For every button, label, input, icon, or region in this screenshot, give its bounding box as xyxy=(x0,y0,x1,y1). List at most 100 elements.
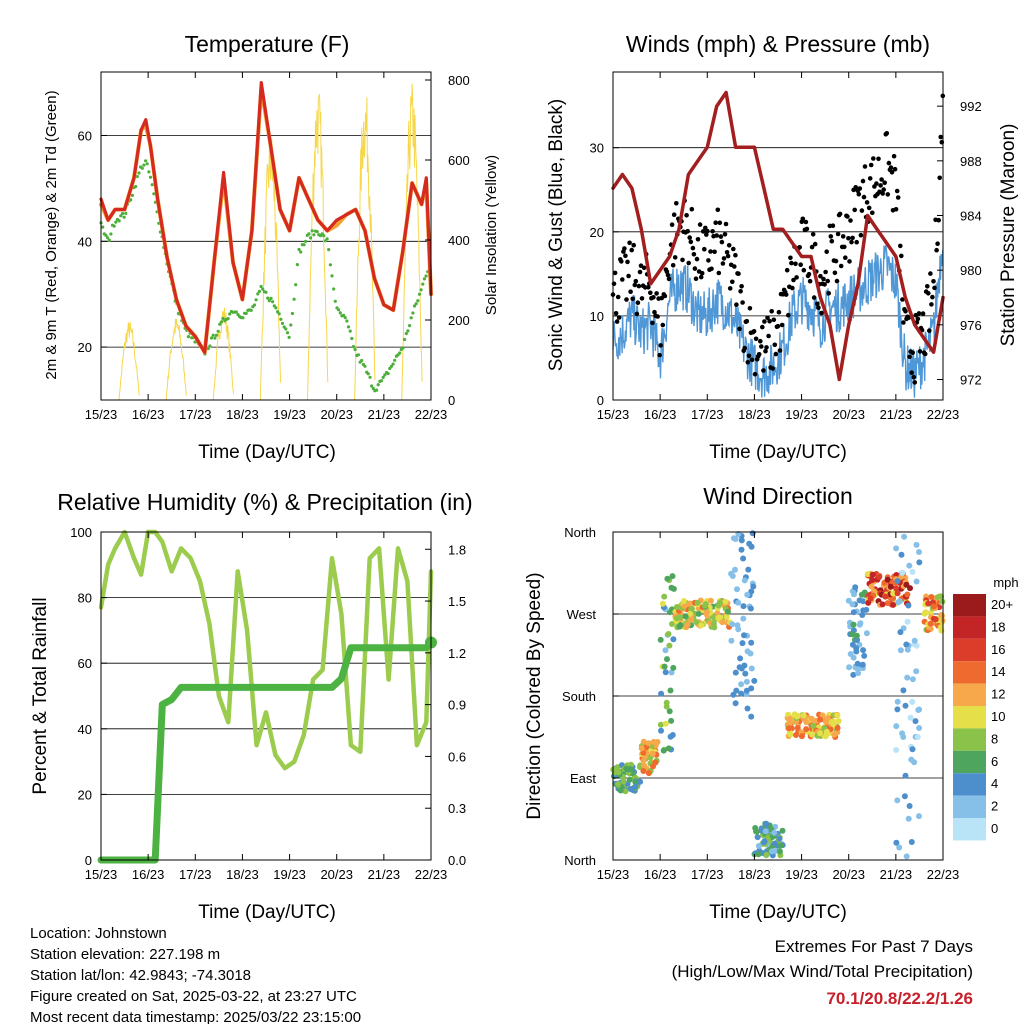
direction-point xyxy=(834,725,841,731)
direction-point xyxy=(890,601,897,608)
gust-point xyxy=(929,302,934,307)
direction-point xyxy=(751,677,758,684)
direction-point xyxy=(683,624,690,631)
direction-point xyxy=(869,571,876,578)
direction-point xyxy=(906,562,913,569)
dewpoint-point xyxy=(241,316,245,320)
humidity-axes: 0 20 40 60 80 100 0.0 0.3 0.6 0.9 1.2 1.5 1.8 15/23 16… xyxy=(70,525,466,882)
direction-point xyxy=(850,609,857,616)
gust-point xyxy=(812,241,818,247)
wind-left-axis-label: Sonic Wind & Gust (Blue, Black) xyxy=(546,99,567,371)
gust-point xyxy=(793,261,798,267)
y-tick-label: 0 xyxy=(597,393,604,408)
dewpoint-point xyxy=(228,312,232,316)
direction-point xyxy=(850,671,857,678)
wind-pressure-panel: Winds (mph) & Pressure (mb) Sonic Wind &… xyxy=(546,31,1019,463)
direction-tick-label: North xyxy=(564,853,596,868)
humidity-left-axis-label: Percent & Total Rainfall xyxy=(30,597,51,794)
dewpoint-point xyxy=(406,329,410,333)
direction-point xyxy=(736,664,743,671)
dewpoint-point xyxy=(386,372,390,376)
gust-point xyxy=(738,289,743,294)
dewpoint-point xyxy=(186,335,190,339)
direction-point xyxy=(623,765,630,772)
direction-point xyxy=(909,746,916,753)
dewpoint-point xyxy=(325,237,329,241)
y2-tick-label: 0 xyxy=(448,393,455,408)
direction-point xyxy=(914,734,921,740)
gust-point xyxy=(635,300,641,306)
direction-point xyxy=(740,615,747,622)
dewpoint-point xyxy=(277,312,281,316)
gust-point xyxy=(690,245,696,251)
direction-point xyxy=(800,712,807,719)
gust-point xyxy=(764,345,769,350)
direction-point xyxy=(732,700,739,707)
gust-point xyxy=(651,295,656,300)
gust-point xyxy=(648,290,653,296)
dewpoint-point xyxy=(221,316,225,321)
dewpoint-point xyxy=(244,311,248,315)
y2-tick-label: 988 xyxy=(960,154,982,169)
direction-point xyxy=(937,624,944,631)
dewpoint-point xyxy=(416,299,420,303)
dewpoint-point xyxy=(389,364,393,368)
dewpoint-point xyxy=(409,316,413,320)
humidity-title: Relative Humidity (%) & Precipitation (i… xyxy=(57,489,472,515)
direction-point xyxy=(879,601,886,608)
dewpoint-point xyxy=(391,362,395,366)
dewpoint-point xyxy=(254,298,258,302)
dewpoint-point xyxy=(337,308,341,312)
direction-point xyxy=(901,533,908,540)
x-tick-label: 22/23 xyxy=(415,867,448,882)
direction-point xyxy=(855,670,862,677)
gust-point xyxy=(655,314,660,319)
colorbar-label: 18 xyxy=(991,619,1005,634)
gust-point xyxy=(927,328,932,334)
dewpoint-point xyxy=(219,320,224,324)
gust-point xyxy=(885,192,891,197)
direction-point xyxy=(863,606,870,613)
gust-point xyxy=(850,235,855,241)
dewpoint-point xyxy=(393,358,397,362)
direction-point xyxy=(876,574,883,580)
direction-point xyxy=(803,726,810,733)
y2-tick-label: 600 xyxy=(448,153,470,168)
wind-direction-left-axis-label: Direction (Colored By Speed) xyxy=(524,572,545,819)
dewpoint-point xyxy=(353,347,357,352)
direction-point xyxy=(900,687,907,694)
direction-point xyxy=(622,788,629,795)
gust-point xyxy=(615,294,621,300)
direction-point xyxy=(649,750,656,757)
dewpoint-point xyxy=(289,323,293,327)
dewpoint-point xyxy=(309,236,313,240)
dewpoint-point xyxy=(208,344,212,348)
dewpoint-point xyxy=(117,219,121,223)
direction-point xyxy=(787,719,794,726)
gust-point xyxy=(852,207,857,213)
y-tick-label: 60 xyxy=(78,128,92,143)
direction-point xyxy=(896,844,903,851)
direction-point xyxy=(894,578,901,584)
wind-direction-title: Wind Direction xyxy=(703,483,853,509)
solar-insolation-day-1 xyxy=(165,318,187,401)
gust-point xyxy=(733,252,738,258)
temperature-x-axis-label: Time (Day/UTC) xyxy=(198,442,336,463)
colorbar-swatch xyxy=(953,818,986,841)
direction-point xyxy=(864,571,871,578)
gust-point xyxy=(695,237,701,242)
direction-point xyxy=(738,681,745,688)
direction-point xyxy=(640,738,647,745)
gust-point xyxy=(654,291,659,296)
gust-point xyxy=(727,286,733,291)
gust-point xyxy=(903,309,908,314)
gust-point xyxy=(689,206,695,212)
dewpoint-point xyxy=(417,292,422,296)
gust-point xyxy=(730,279,735,285)
gust-point xyxy=(698,274,704,280)
gust-point xyxy=(614,319,620,324)
colorbar-label: 4 xyxy=(991,776,998,791)
gust-point xyxy=(822,282,827,287)
recent-data-text: Most recent data timestamp: 2025/03/22 2… xyxy=(30,1009,361,1024)
direction-point xyxy=(928,594,935,600)
